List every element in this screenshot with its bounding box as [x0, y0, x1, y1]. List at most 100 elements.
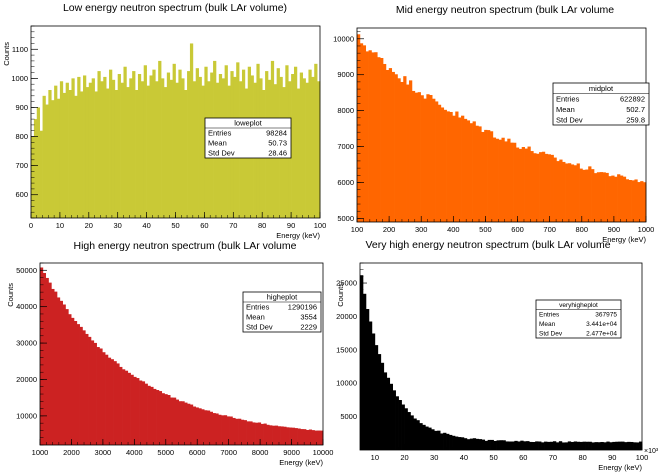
y-tick-label: 10000 — [336, 379, 357, 388]
x-tick-label: 8000 — [252, 448, 269, 457]
histogram-bar — [423, 98, 427, 222]
histogram-bar — [163, 87, 168, 218]
histogram-bar — [416, 420, 420, 450]
histogram-bar — [56, 297, 61, 445]
histogram-bar — [515, 147, 520, 222]
histogram-bar — [591, 169, 595, 222]
histogram-bar — [538, 441, 542, 450]
histogram-bar — [368, 50, 372, 222]
histogram-bar — [593, 173, 598, 222]
histogram-bar — [420, 95, 424, 222]
histogram-bar — [389, 383, 393, 450]
histogram-bar — [495, 138, 499, 222]
histogram-bar — [91, 78, 95, 218]
stats-value: 2229 — [300, 323, 317, 332]
x-tick-label: 200 — [383, 225, 396, 234]
histogram-bar — [567, 441, 572, 450]
histogram-bar — [484, 129, 488, 222]
histogram-bar — [68, 90, 72, 218]
histogram-bar — [314, 63, 318, 218]
histogram-bar — [54, 85, 58, 218]
histogram-bar — [591, 442, 595, 450]
x-tick-label: 100 — [636, 453, 649, 462]
histogram-bar — [184, 90, 188, 218]
histogram-bar — [272, 425, 276, 445]
histogram-bar — [99, 348, 103, 445]
stats-value: 367975 — [595, 312, 617, 319]
histogram-bar — [181, 401, 185, 445]
histogram-bar — [457, 437, 462, 450]
stats-label: Std Dev — [556, 116, 583, 125]
x-tick-label: 60 — [200, 221, 208, 230]
histogram-bar — [400, 81, 404, 222]
histogram-bar — [380, 58, 384, 222]
histogram-bar — [308, 429, 313, 445]
histogram-bar — [597, 442, 601, 450]
histogram-bar — [576, 163, 580, 222]
histogram-bar — [619, 175, 624, 222]
histogram-bar — [606, 441, 610, 450]
y-tick-label: 50000 — [16, 266, 37, 275]
histogram-bar — [192, 81, 197, 219]
histogram-bar — [57, 98, 61, 218]
histogram-bar — [508, 441, 512, 450]
histogram-bar — [178, 69, 182, 218]
stats-box-frame — [204, 117, 292, 159]
histogram-bar — [422, 424, 426, 450]
histogram-bar — [404, 408, 408, 450]
histogram-bar — [627, 441, 631, 450]
histogram-bar — [413, 418, 417, 450]
histogram-bar — [374, 345, 379, 450]
histogram-bar — [446, 111, 450, 222]
histogram-bar — [110, 359, 114, 445]
histogram-bar — [463, 438, 468, 450]
histogram-bar — [615, 441, 619, 450]
y-tick-label: 1100 — [12, 45, 28, 54]
histogram-bar — [487, 130, 491, 222]
y-axis-label: Counts — [336, 283, 345, 307]
histogram-bar — [435, 101, 439, 222]
histogram-bar — [475, 438, 480, 450]
histogram-bar — [429, 95, 433, 222]
histogram-bar — [54, 291, 58, 445]
histogram-bar — [437, 430, 441, 450]
x-tick-label: 10 — [371, 453, 379, 462]
histogram-bar — [490, 439, 494, 450]
histogram-bar — [630, 441, 634, 450]
histogram-bar — [475, 125, 479, 222]
histogram-bar — [226, 416, 230, 445]
histogram-bar — [481, 439, 486, 450]
plot-frame — [39, 262, 324, 446]
histogram-bars — [360, 275, 643, 450]
histogram-bar — [614, 176, 618, 222]
histogram-bar — [88, 336, 92, 445]
histogram-bar — [299, 72, 304, 218]
histogram-bar — [221, 415, 225, 445]
histogram-bar — [45, 277, 49, 445]
histogram-bar — [514, 440, 518, 450]
y-tick-label: 20000 — [336, 312, 357, 321]
histogram-bar — [274, 425, 279, 445]
histogram-bar — [311, 76, 315, 218]
histogram-bar — [144, 383, 148, 445]
histogram-bar — [93, 342, 97, 445]
histogram-bar — [544, 441, 548, 450]
histogram-bar — [246, 421, 250, 445]
histogram-bar — [643, 182, 647, 222]
histogram-bar — [640, 181, 644, 222]
x-tick-label: 600 — [511, 225, 524, 234]
histogram-bar — [502, 440, 506, 450]
histogram-bar — [114, 90, 119, 218]
histogram-bar — [40, 267, 44, 445]
histogram-bar — [161, 78, 165, 218]
histogram-bar — [187, 71, 191, 218]
histogram-bar — [414, 92, 419, 222]
histogram-bar — [636, 442, 640, 450]
histogram-bar — [314, 430, 318, 445]
x-tick-label: 80 — [258, 221, 266, 230]
histogram-bar — [140, 81, 145, 219]
histogram-bar — [192, 406, 196, 445]
histogram-bar — [549, 441, 554, 450]
histogram-bar — [266, 424, 270, 445]
